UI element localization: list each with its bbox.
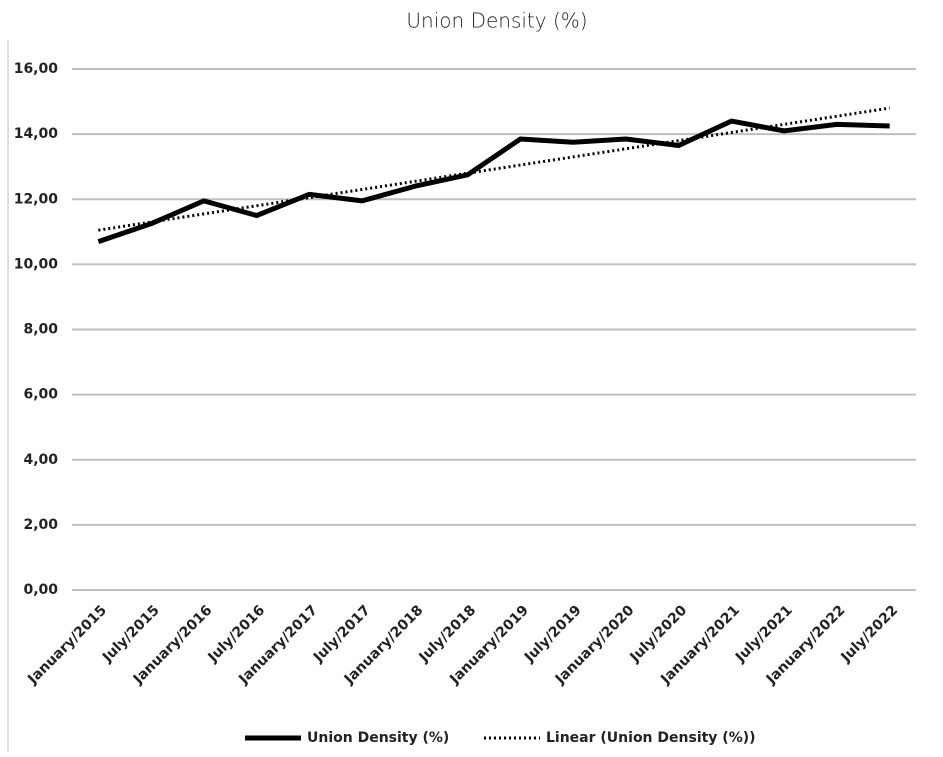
series-line bbox=[97, 118, 890, 244]
y-tick-label: 10,00 bbox=[14, 256, 59, 272]
x-tick-label: July/2022 bbox=[838, 602, 902, 666]
y-tick-label: 2,00 bbox=[23, 517, 58, 533]
y-tick-label: 14,00 bbox=[14, 126, 59, 142]
y-tick-label: 16,00 bbox=[14, 61, 59, 77]
legend-label: Union Density (%) bbox=[307, 730, 449, 746]
y-tick-label: 0,00 bbox=[23, 582, 58, 598]
y-tick-label: 6,00 bbox=[23, 387, 58, 403]
chart-title: Union Density (%) bbox=[406, 9, 587, 33]
y-tick-label: 8,00 bbox=[23, 322, 58, 338]
series-line bbox=[98, 106, 890, 232]
legend-label: Linear (Union Density (%)) bbox=[546, 730, 756, 746]
y-tick-label: 12,00 bbox=[14, 191, 59, 207]
y-tick-label: 4,00 bbox=[23, 452, 58, 468]
x-tick-label: January/2015 bbox=[24, 602, 110, 688]
